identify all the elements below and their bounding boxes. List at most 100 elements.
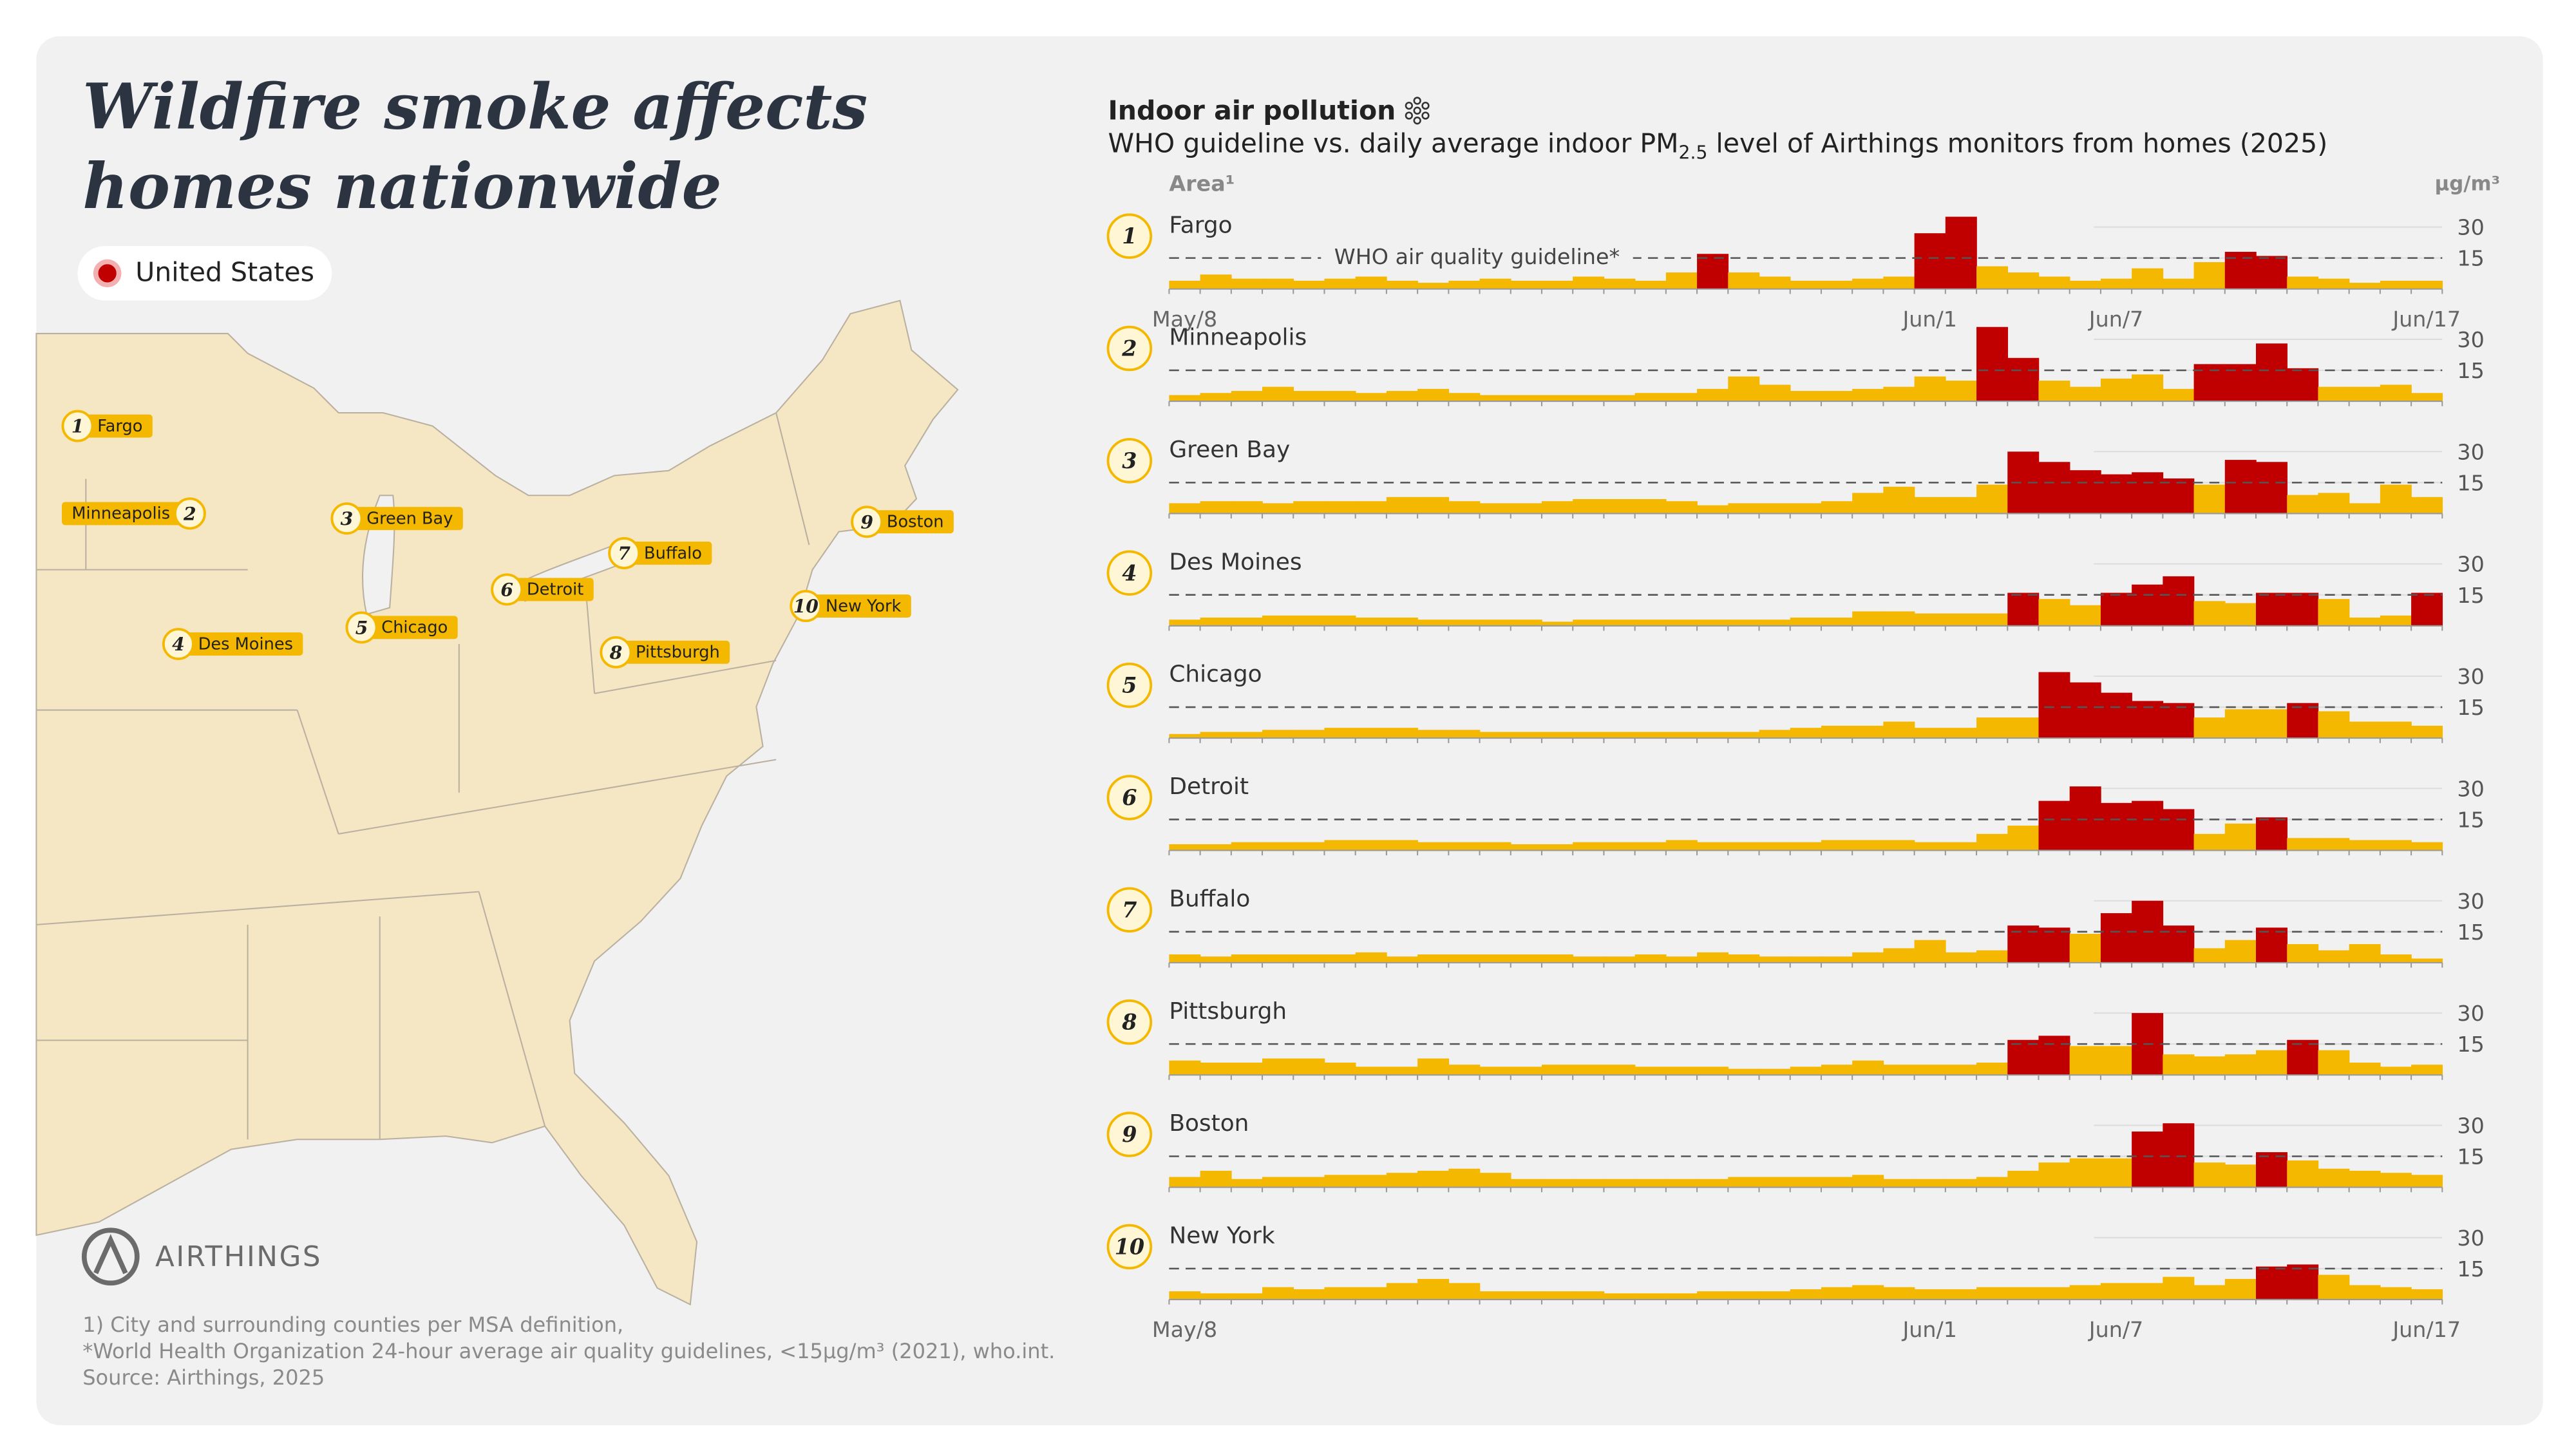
bar <box>2007 1287 2040 1300</box>
bar <box>1883 840 1915 851</box>
bar <box>1324 1063 1356 1075</box>
bar <box>2380 840 2412 851</box>
bar <box>1169 734 1201 739</box>
bar <box>2163 388 2195 402</box>
map-badge-number: 8 <box>609 642 623 663</box>
bar <box>1821 1177 1853 1188</box>
bar <box>1759 730 1791 739</box>
bar <box>1386 1283 1418 1300</box>
bar <box>1728 842 1760 851</box>
bar <box>2100 1283 2132 1300</box>
map-badge <box>345 611 378 644</box>
badge-circle <box>1106 775 1153 820</box>
bar <box>1821 501 1853 514</box>
bar <box>1604 956 1636 963</box>
bar <box>1262 278 1294 289</box>
map-badge <box>600 636 632 668</box>
bar <box>1883 948 1915 963</box>
icon-dot <box>1421 111 1430 120</box>
bar <box>2100 802 2132 851</box>
bar <box>2193 1162 2226 1188</box>
footnote: 1) City and surrounding counties per MSA… <box>82 1312 623 1337</box>
map-badge <box>61 410 94 442</box>
bar <box>1417 1170 1450 1188</box>
bar <box>2411 280 2443 289</box>
bar <box>2380 384 2412 402</box>
badge-circle <box>1106 325 1153 372</box>
map-badge-number: 10 <box>793 596 819 617</box>
bar <box>2069 1158 2101 1188</box>
map-city: Green Bay 3 <box>330 502 463 535</box>
bar <box>2224 1054 2257 1075</box>
bar <box>2380 721 2412 739</box>
bar <box>2224 940 2257 963</box>
bar <box>1914 497 1946 514</box>
y-tick-label: 30 <box>2457 664 2484 689</box>
badge-number: 2 <box>1121 336 1137 361</box>
y-tick-label: 30 <box>2457 439 2484 464</box>
bar <box>1821 391 1853 402</box>
bar <box>2349 1285 2381 1300</box>
bar <box>2163 478 2195 514</box>
bar <box>1231 1179 1263 1188</box>
icon-dot <box>1405 111 1414 120</box>
bar <box>2287 276 2319 289</box>
bar <box>2100 378 2132 402</box>
bar <box>1604 499 1636 514</box>
bar <box>1479 620 1511 626</box>
bar <box>1200 1063 1232 1075</box>
bar <box>1448 1283 1481 1300</box>
badge-number: 1 <box>1122 223 1137 249</box>
bar <box>1541 1291 1573 1300</box>
bar <box>1324 954 1356 963</box>
bar <box>1945 1065 1977 1075</box>
bar <box>1541 732 1573 739</box>
bar <box>1634 499 1667 514</box>
chart-title: Boston <box>1169 1110 1249 1137</box>
bar <box>1697 1066 1729 1075</box>
bar <box>1200 501 1232 514</box>
map-land <box>35 299 959 1306</box>
bar <box>1665 272 1698 289</box>
badge-number: 9 <box>1122 1122 1137 1147</box>
bar <box>1604 842 1636 851</box>
bar <box>1945 952 1977 963</box>
bar <box>1604 1179 1636 1188</box>
bar <box>2132 584 2164 626</box>
bar <box>1324 1175 1356 1188</box>
bar <box>2069 786 2101 851</box>
y-tick-label: 30 <box>2457 776 2484 801</box>
bar <box>1541 280 1573 289</box>
bar <box>2349 1063 2381 1075</box>
map-badge <box>790 590 822 623</box>
bar <box>2224 460 2257 514</box>
bar <box>1790 617 1822 626</box>
bar <box>2287 1264 2319 1300</box>
bar <box>1541 844 1573 851</box>
map-city: Buffalo 7 <box>608 536 712 569</box>
map-label-bg <box>806 594 911 618</box>
area-label: Area¹ <box>1169 171 1235 196</box>
bar <box>1262 954 1294 963</box>
bar <box>2380 484 2412 514</box>
bar <box>1790 391 1822 402</box>
bar <box>1541 1179 1573 1188</box>
bar <box>1510 1179 1542 1188</box>
bar <box>1573 395 1605 402</box>
bar <box>2256 927 2287 963</box>
bar <box>2349 283 2381 289</box>
map-city: Boston 9 <box>851 506 954 538</box>
bar <box>1417 283 1450 289</box>
bar <box>1293 280 1325 289</box>
map-badge <box>162 628 194 661</box>
bar <box>1728 1177 1760 1188</box>
bar <box>1634 732 1667 739</box>
bar <box>2380 280 2412 289</box>
badge-number: 7 <box>1122 897 1137 922</box>
chart-title: Des Moines <box>1169 549 1302 575</box>
map-label-bg <box>616 640 730 664</box>
map-city-name: Boston <box>887 513 944 532</box>
map-badge <box>491 573 524 606</box>
map-label-bg <box>77 414 153 438</box>
x-tick-label: Jun/17 <box>2391 1317 2461 1342</box>
